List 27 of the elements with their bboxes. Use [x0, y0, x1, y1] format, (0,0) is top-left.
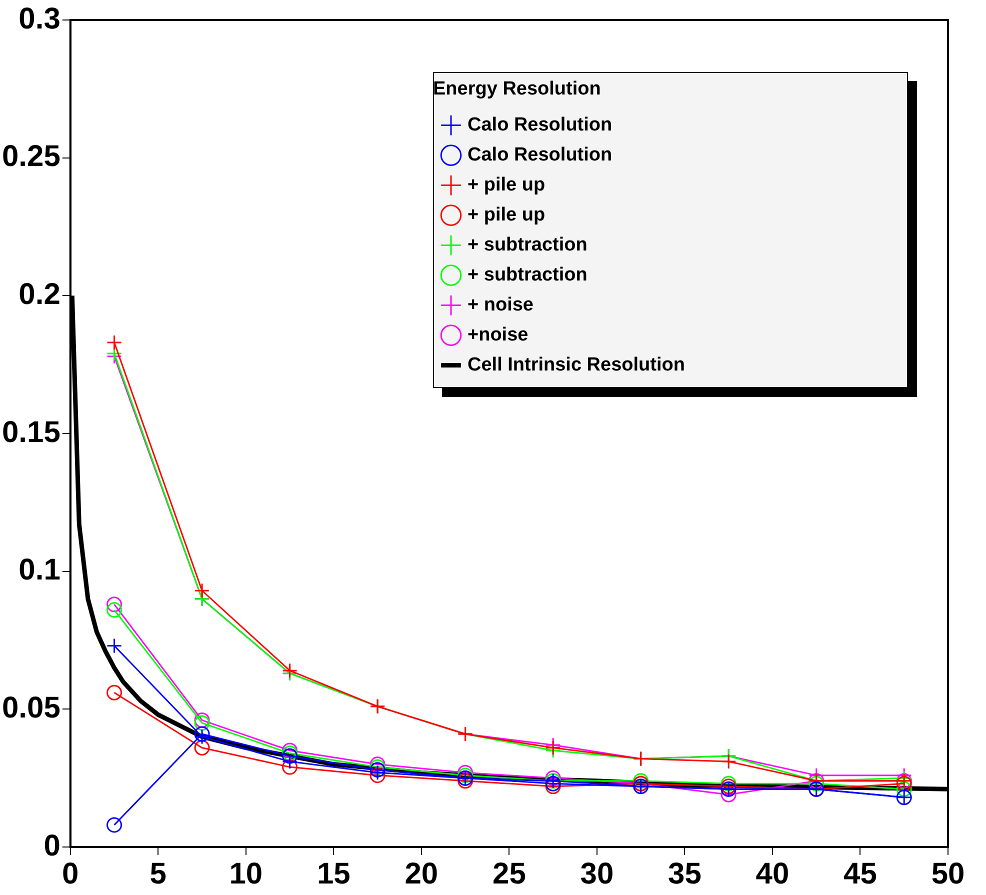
x-tick-label: 25: [492, 857, 526, 890]
legend-label: + subtraction: [468, 234, 588, 256]
legend-label: Calo Resolution: [468, 114, 612, 136]
y-tick-label: 0.05: [2, 691, 60, 724]
y-tick-label: 0.2: [18, 278, 60, 311]
y-tick-label: 0: [44, 829, 60, 862]
x-tick-label: 50: [931, 857, 965, 890]
legend-label: Cell Intrinsic Resolution: [468, 354, 685, 376]
legend-title: Energy Resolution: [433, 78, 601, 100]
x-tick-label: 5: [150, 857, 166, 890]
x-tick-label: 40: [756, 857, 790, 890]
x-tick-label: 20: [404, 857, 438, 890]
legend-label: + pile up: [468, 204, 546, 226]
x-tick-label: 35: [668, 857, 702, 890]
legend-label: +noise: [468, 324, 528, 346]
y-tick-label: 0.15: [2, 416, 60, 449]
x-tick-label: 30: [580, 857, 614, 890]
legend-label: + pile up: [468, 174, 546, 196]
y-tick-label: 0.25: [2, 140, 60, 174]
x-tick-label: 10: [229, 857, 263, 890]
y-tick-label: 0.1: [18, 554, 60, 587]
x-tick-label: 15: [316, 857, 350, 890]
legend-label: + noise: [468, 294, 534, 316]
x-tick-label: 45: [844, 857, 877, 890]
legend-label: + subtraction: [468, 264, 588, 286]
legend-label: Calo Resolution: [468, 144, 612, 166]
y-tick-label: 0.3: [18, 2, 60, 36]
